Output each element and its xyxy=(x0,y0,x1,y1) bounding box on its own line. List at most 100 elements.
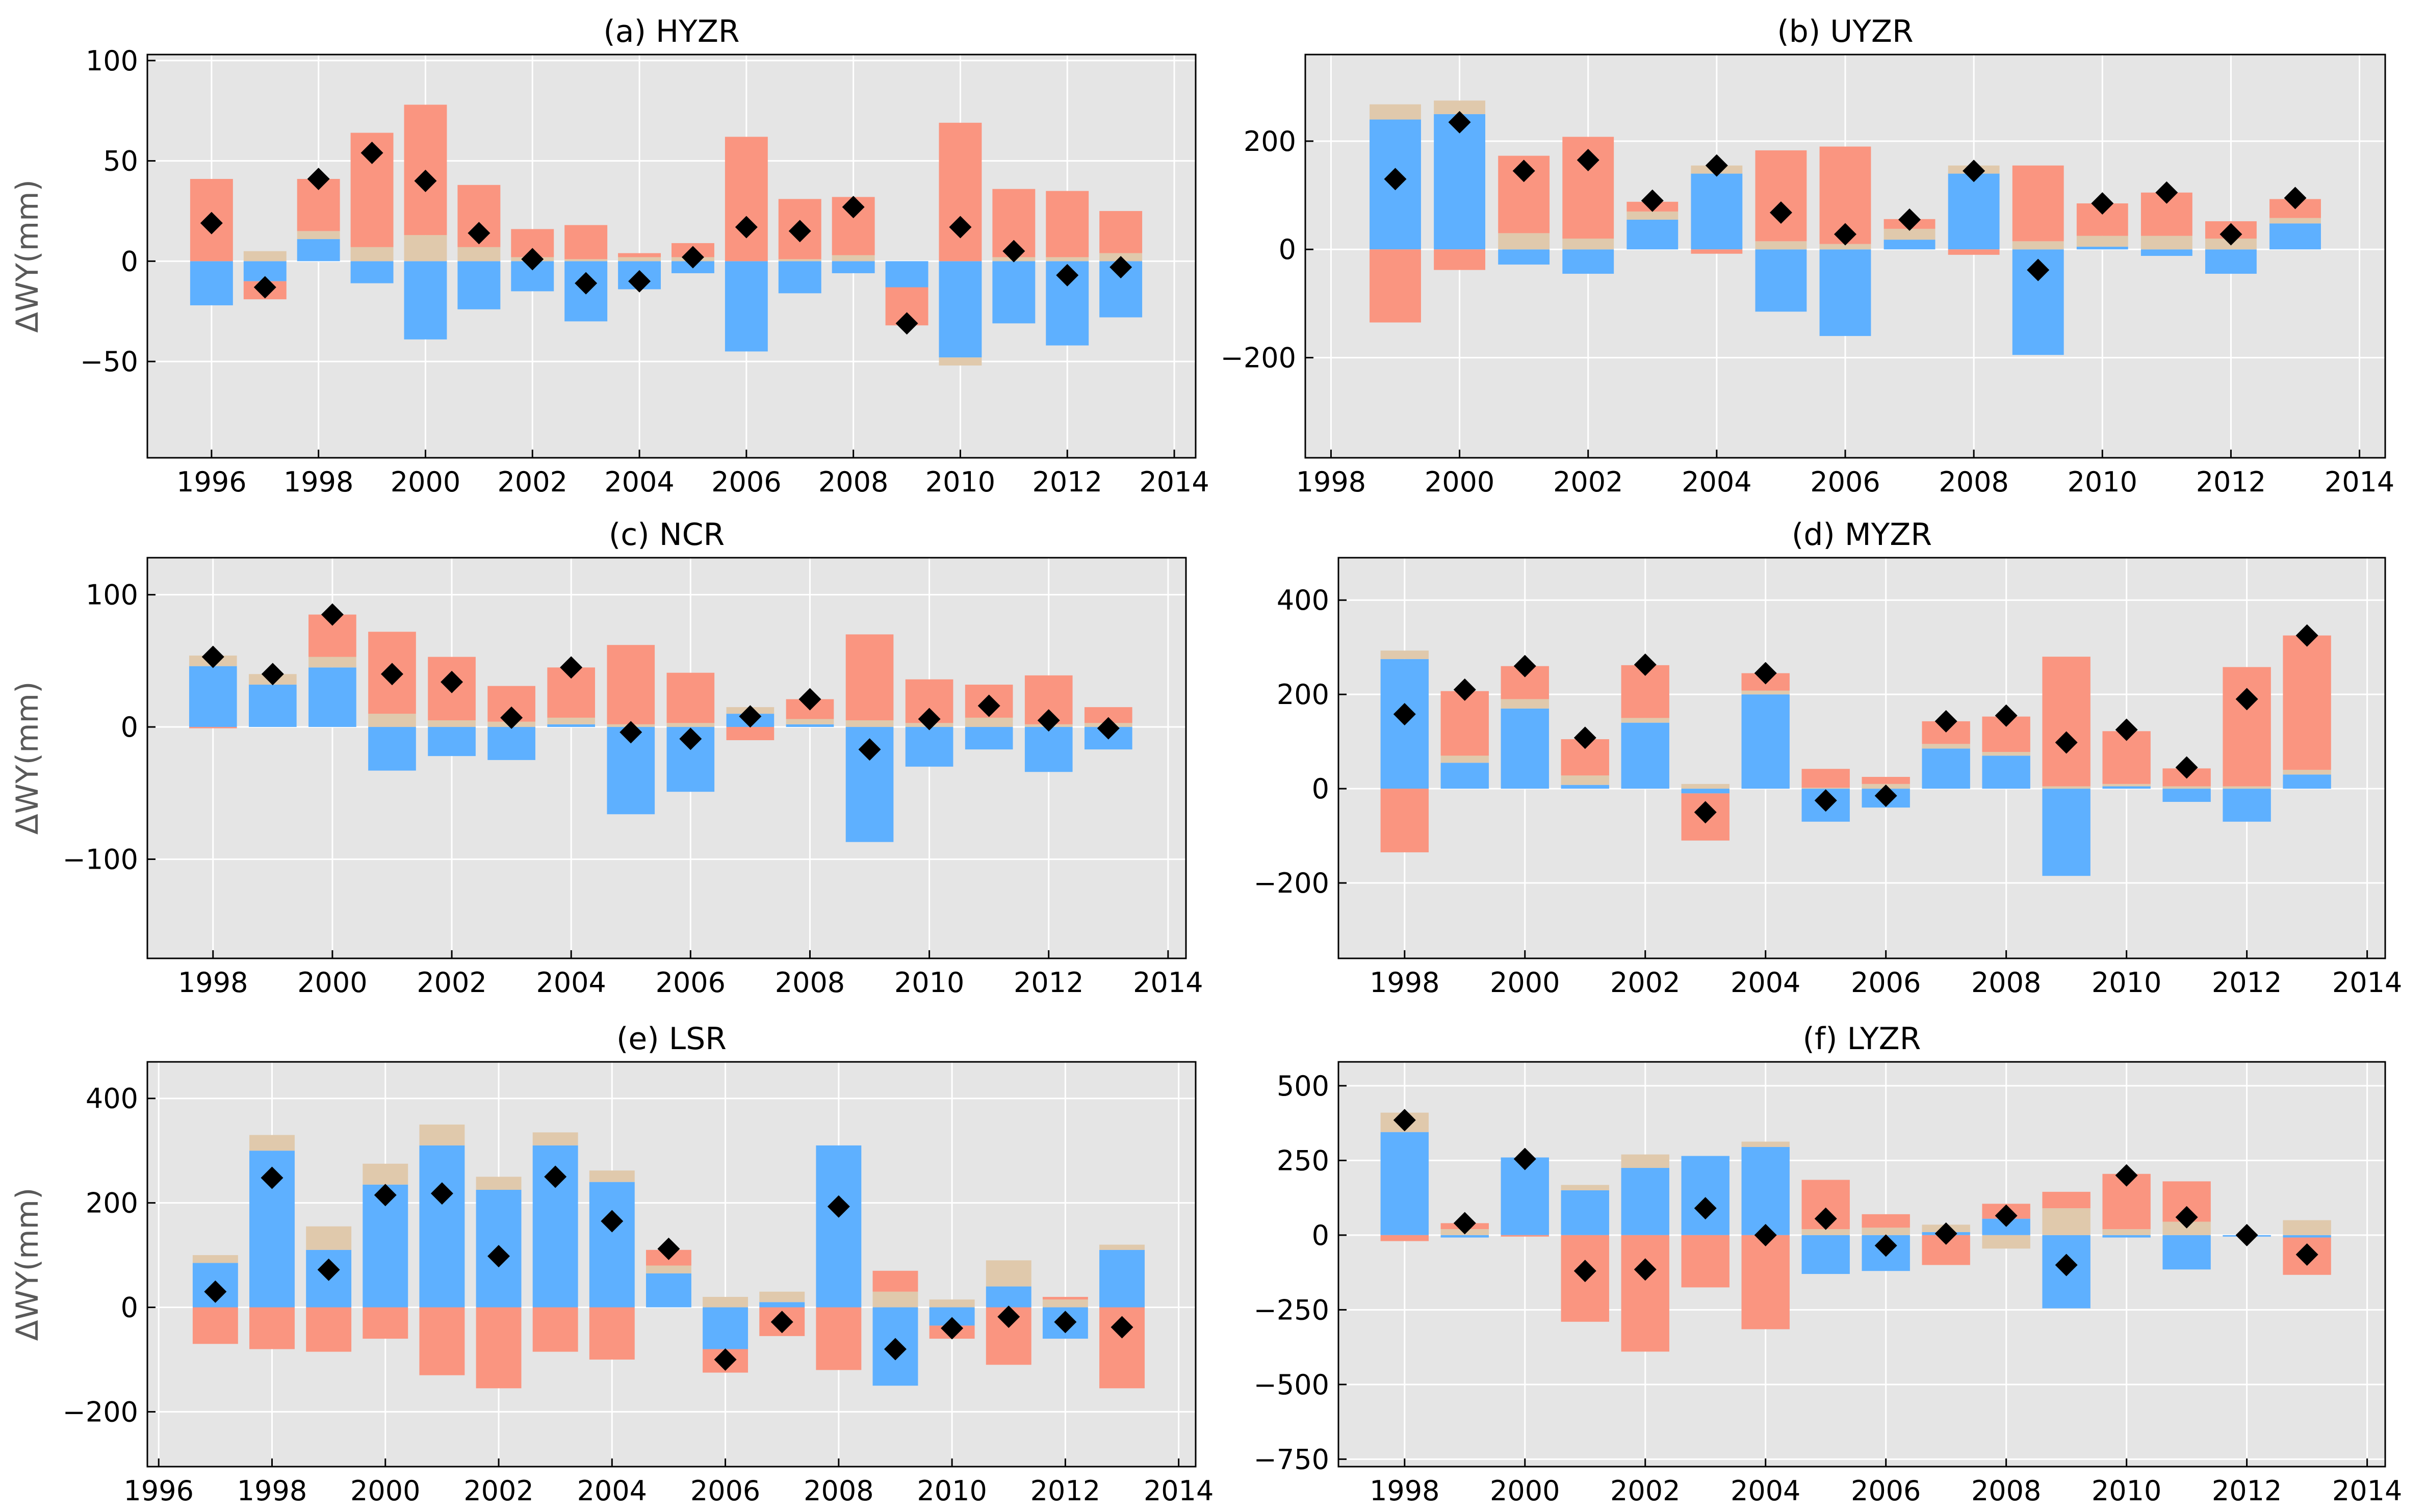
bar-tan-2008 xyxy=(786,719,834,724)
marker-1997 xyxy=(204,1280,227,1303)
x-tick-label: 2008 xyxy=(1939,466,2008,498)
marker-2002 xyxy=(441,670,463,693)
x-tick-label: 2014 xyxy=(2332,1475,2402,1507)
marker-2013 xyxy=(1109,256,1132,279)
bar-tan-2013 xyxy=(2283,770,2331,775)
x-tick-label: 2002 xyxy=(417,967,486,999)
bar-blue-2003 xyxy=(1627,219,1679,250)
bar-tan-2002 xyxy=(1562,238,1614,250)
bar-blue-1999 xyxy=(1440,1235,1489,1238)
bar-blue-2008 xyxy=(832,261,875,273)
bar-blue-2000 xyxy=(1434,114,1485,250)
x-tick-label: 2002 xyxy=(1610,1475,1680,1507)
y-tick-label: −200 xyxy=(1221,342,1296,374)
bar-tan-2001 xyxy=(1561,1185,1609,1190)
bar-red-2008 xyxy=(816,1307,862,1370)
bar-blue-2011 xyxy=(2162,1235,2211,1270)
x-tick-label: 1998 xyxy=(178,967,248,999)
marker-2000 xyxy=(1513,655,1536,677)
bar-tan-2013 xyxy=(1099,1244,1145,1250)
bar-red-2004 xyxy=(1691,249,1743,254)
x-tick-label: 2004 xyxy=(1731,1475,1800,1507)
marker-2012 xyxy=(1054,1311,1077,1334)
bar-blue-2011 xyxy=(2140,249,2192,256)
bar-tan-2009 xyxy=(2012,241,2064,250)
marker-2003 xyxy=(500,706,523,729)
bar-tan-2005 xyxy=(1755,241,1807,250)
marker-2003 xyxy=(1694,801,1717,824)
bar-tan-2008 xyxy=(1982,751,2030,756)
marker-2002 xyxy=(1577,149,1599,172)
x-tick-label: 2010 xyxy=(925,466,995,498)
x-tick-label: 2012 xyxy=(1033,466,1102,498)
bar-blue-1998 xyxy=(1380,1132,1429,1235)
marker-2010 xyxy=(2115,718,2138,741)
bar-red-2004 xyxy=(618,253,661,257)
y-tick-label: 100 xyxy=(86,579,138,611)
bar-red-2013 xyxy=(1099,211,1143,253)
bar-tan-1999 xyxy=(306,1226,352,1250)
bar-blue-2005 xyxy=(1755,249,1807,312)
marker-2005 xyxy=(681,246,704,269)
y-tick-label: 200 xyxy=(86,1187,138,1219)
marker-2008 xyxy=(798,688,821,711)
bar-tan-2006 xyxy=(1819,244,1871,250)
y-tick-label: 0 xyxy=(121,245,138,277)
bar-tan-2007 xyxy=(1922,744,1970,749)
marker-2011 xyxy=(997,1305,1020,1328)
bar-tan-2004 xyxy=(1741,690,1790,695)
marker-2013 xyxy=(2295,1243,2318,1266)
bar-tan-2006 xyxy=(703,1297,749,1308)
bar-tan-1998 xyxy=(1380,650,1429,659)
marker-2009 xyxy=(2027,258,2050,281)
bar-tan-1997 xyxy=(192,1255,238,1263)
x-tick-label: 2000 xyxy=(391,466,460,498)
bar-red-2001 xyxy=(419,1307,465,1375)
bar-blue-2013 xyxy=(2283,774,2331,789)
bar-blue-2004 xyxy=(547,724,596,727)
bar-red-1998 xyxy=(189,727,237,728)
x-tick-label: 2000 xyxy=(297,967,367,999)
bar-blue-2008 xyxy=(1982,755,2030,789)
bar-tan-2003 xyxy=(1627,211,1679,220)
bar-tan-2007 xyxy=(759,1291,805,1302)
bar-blue-2006 xyxy=(725,261,768,352)
marker-2004 xyxy=(1705,154,1728,177)
y-tick-label: 0 xyxy=(1312,773,1329,805)
marker-2005 xyxy=(1814,789,1837,812)
bar-red-1998 xyxy=(1380,1235,1429,1241)
marker-1999 xyxy=(360,141,383,164)
x-tick-label: 2014 xyxy=(1133,967,1203,999)
axes-frame xyxy=(146,54,1197,459)
x-tick-label: 2006 xyxy=(1851,1475,1921,1507)
bar-tan-2005 xyxy=(1801,788,1850,789)
marker-2003 xyxy=(1694,1197,1717,1220)
marker-2009 xyxy=(884,1338,907,1361)
marker-1997 xyxy=(253,276,276,299)
marker-2007 xyxy=(770,1311,793,1334)
marker-2000 xyxy=(374,1184,397,1207)
bar-blue-2011 xyxy=(986,1286,1031,1308)
x-tick-label: 2006 xyxy=(1810,466,1880,498)
bar-red-2012 xyxy=(1046,191,1089,257)
bar-red-2002 xyxy=(476,1307,522,1389)
marker-2011 xyxy=(2175,756,2198,779)
bar-red-2010 xyxy=(939,122,982,262)
marker-2005 xyxy=(620,721,642,744)
y-tick-label: 0 xyxy=(1312,1219,1329,1252)
x-tick-label: 2004 xyxy=(1682,466,1751,498)
bar-blue-2010 xyxy=(2102,1235,2151,1238)
marker-2008 xyxy=(1995,704,2018,727)
subplot-6: 1998 2000 2002 2004 2006 2008 2010 2012 2014 −750… xyxy=(1254,1021,2403,1507)
bar-blue-2002 xyxy=(1621,722,1669,789)
bar-tan-2007 xyxy=(1883,228,1935,240)
bar-tan-1998 xyxy=(297,231,340,240)
bar-blue-2002 xyxy=(1562,249,1614,274)
bar-blue-2009 xyxy=(885,261,928,288)
bar-blue-2001 xyxy=(1498,249,1550,265)
marker-2007 xyxy=(788,220,811,243)
bar-red-2003 xyxy=(564,225,608,259)
marker-2009 xyxy=(895,312,918,335)
bar-tan-2004 xyxy=(589,1170,635,1182)
marker-2004 xyxy=(1754,662,1777,685)
